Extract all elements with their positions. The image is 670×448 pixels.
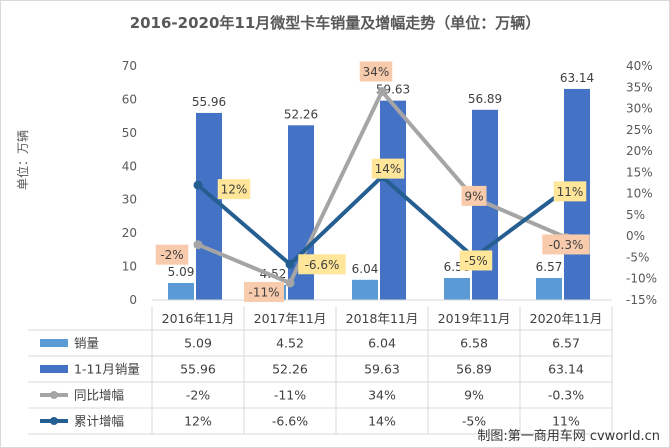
x-tick-label: 2016年11月 [162,311,235,326]
point-yoy-growth [377,87,387,97]
y2-tick-label: 0% [626,229,645,243]
table-cell: -5% [462,414,486,429]
table-cell: 63.14 [548,362,584,377]
bar-label-monthly: 6.57 [536,260,563,274]
label-box-cumulative [459,250,493,271]
label-yoy-growth: -0.3% [549,238,584,252]
y2-tick-label: 10% [626,187,653,201]
table-cell: 6.58 [460,336,488,351]
table-cell: 55.96 [180,362,216,377]
table-cell: -0.3% [548,388,584,403]
table-cell: 12% [184,414,212,429]
legend-swatch-bar [40,365,68,373]
label-box-yoy [542,234,590,255]
y2-tick-label: -10% [626,272,657,286]
legend-label: 同比增幅 [74,388,124,403]
y-tick-label: 30 [122,193,137,207]
y2-tick-label: 20% [626,144,653,158]
bar-label-cumulative: 63.14 [560,71,594,85]
bar-cumulative-sales [196,112,222,300]
y2-tick-label: -15% [626,293,657,307]
point-cumulative-growth [285,259,295,269]
table-cell: -11% [274,388,306,403]
legend-label: 销量 [74,336,99,351]
bar-monthly-sales [352,279,378,300]
point-yoy-growth [193,240,203,250]
bar-label-cumulative: 55.96 [192,95,226,109]
point-cumulative-growth [193,180,203,190]
bar-label-cumulative: 56.89 [468,92,502,106]
bar-label-cumulative: 52.26 [284,107,318,121]
y2-tick-label: 25% [626,123,653,137]
label-box-yoy [461,185,487,206]
y2-tick-label: 5% [626,208,645,222]
y-tick-label: 0 [129,293,137,307]
table-cell: 52.26 [272,362,308,377]
label-yoy-growth: -2% [160,248,183,262]
label-cumulative-growth: 11% [557,185,584,199]
y2-tick-label: 30% [626,102,653,116]
watermark: 制图:第一商用车网 cvworld.cn [477,429,660,444]
x-tick-label: 2019年11月 [438,311,511,326]
table-cell: 4.52 [276,336,304,351]
table-cell: 56.89 [456,362,492,377]
table-cell: 59.63 [364,362,400,377]
table-cell: -6.6% [272,414,308,429]
table-cell: 9% [464,388,484,403]
legend-label: 累计增幅 [74,414,124,429]
label-box-yoy [155,244,189,265]
chart-title: 2016-2020年11月微型卡车销量及增幅走势（单位：万辆） [129,14,541,32]
bar-cumulative-sales [380,100,406,300]
table-cell: -2% [186,388,210,403]
label-box-yoy [244,281,284,302]
label-cumulative-growth: -6.6% [305,258,340,272]
label-yoy-growth: 34% [363,65,390,79]
bar-label-monthly: 6.04 [352,262,379,276]
bar-monthly-sales [444,278,470,300]
label-box-yoy [359,61,393,82]
label-box-cumulative [298,254,346,275]
label-yoy-growth: -11% [248,285,279,299]
table-cell: 6.57 [552,336,580,351]
legend-swatch-bar [40,339,68,347]
bar-monthly-sales [168,282,194,300]
y2-tick-label: -5% [626,250,649,264]
x-tick-label: 2017年11月 [254,311,327,326]
y2-tick-label: 15% [626,165,653,179]
table-cell: 34% [368,388,396,403]
label-box-cumulative [217,179,251,200]
y2-tick-label: 40% [626,59,653,73]
label-box-cumulative [553,181,587,202]
legend-swatch-marker [50,417,58,425]
y-tick-label: 60 [122,92,137,106]
legend-swatch-marker [50,391,58,399]
label-cumulative-growth: -5% [464,254,487,268]
label-yoy-growth: 9% [464,189,483,203]
y-tick-label: 40 [122,159,137,173]
y-tick-label: 10 [122,260,137,274]
y2-tick-label: 35% [626,80,653,94]
x-tick-label: 2018年11月 [346,311,419,326]
y-tick-label: 20 [122,226,137,240]
y-tick-label: 50 [122,126,137,140]
label-box-cumulative [371,158,405,179]
table-cell: 6.04 [368,336,396,351]
table-cell: 5.09 [184,336,212,351]
x-tick-label: 2020年11月 [530,311,603,326]
legend-label: 1-11月销量 [74,362,140,377]
bar-monthly-sales [536,278,562,300]
table-cell: 14% [368,414,396,429]
label-cumulative-growth: 14% [375,162,402,176]
bar-label-monthly: 5.09 [168,265,195,279]
y-tick-label: 70 [122,59,137,73]
table-cell: 11% [552,414,580,429]
point-yoy-growth [285,278,295,288]
label-cumulative-growth: 12% [221,183,248,197]
